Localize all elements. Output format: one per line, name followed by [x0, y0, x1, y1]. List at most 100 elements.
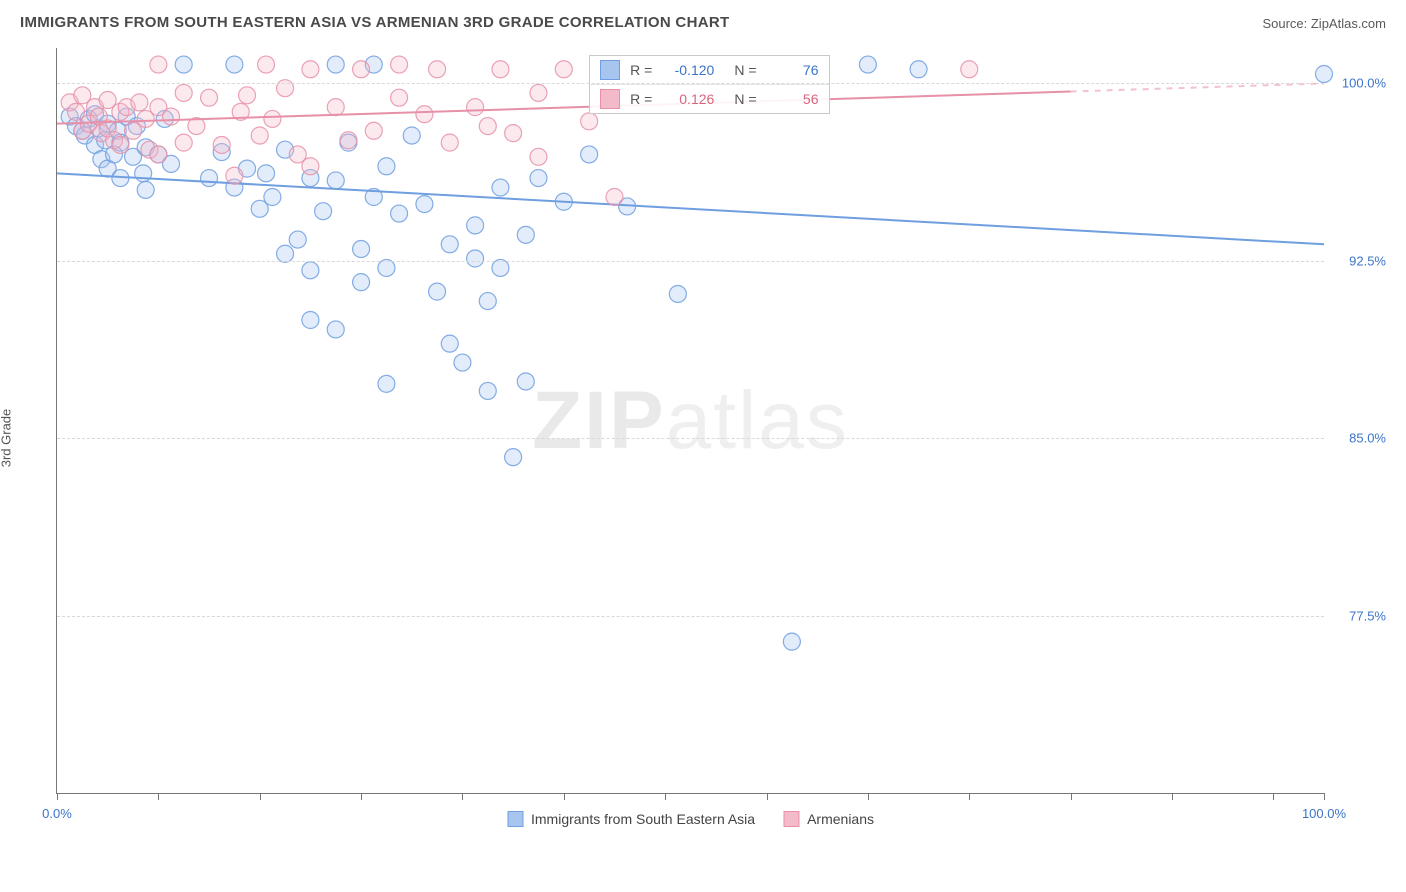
- data-point-sea: [441, 335, 458, 352]
- x-tick: [158, 793, 159, 800]
- x-tick-label: 0.0%: [42, 806, 72, 821]
- data-point-arm: [175, 134, 192, 151]
- data-point-arm: [175, 84, 192, 101]
- chart-header: IMMIGRANTS FROM SOUTH EASTERN ASIA VS AR…: [0, 0, 1406, 37]
- data-point-sea: [391, 205, 408, 222]
- data-point-arm: [555, 61, 572, 78]
- data-point-arm: [264, 110, 281, 127]
- data-point-arm: [277, 80, 294, 97]
- data-point-arm: [441, 134, 458, 151]
- data-point-sea: [137, 181, 154, 198]
- gridline-h: [57, 261, 1324, 262]
- data-point-sea: [315, 203, 332, 220]
- x-tick: [1071, 793, 1072, 800]
- data-point-arm: [239, 87, 256, 104]
- data-point-sea: [517, 373, 534, 390]
- correlation-legend: R =-0.120N =76R =0.126N =56: [589, 55, 829, 114]
- data-point-sea: [289, 231, 306, 248]
- data-point-arm: [530, 148, 547, 165]
- legend-label-arm: Armenians: [807, 811, 874, 827]
- data-point-sea: [403, 127, 420, 144]
- data-point-sea: [492, 259, 509, 276]
- data-point-sea: [669, 285, 686, 302]
- data-point-sea: [581, 146, 598, 163]
- data-point-arm: [150, 146, 167, 163]
- x-tick: [462, 793, 463, 800]
- chart-title: IMMIGRANTS FROM SOUTH EASTERN ASIA VS AR…: [20, 14, 729, 31]
- data-point-arm: [201, 89, 218, 106]
- data-point-sea: [378, 259, 395, 276]
- x-tick: [1324, 793, 1325, 800]
- data-point-sea: [327, 172, 344, 189]
- data-point-arm: [391, 89, 408, 106]
- data-point-arm: [961, 61, 978, 78]
- gridline-h: [57, 83, 1324, 84]
- corr-n-val-sea: 76: [767, 62, 819, 78]
- plot-area: ZIPatlas R =-0.120N =76R =0.126N =56 Imm…: [56, 48, 1324, 794]
- data-point-sea: [201, 170, 218, 187]
- data-point-arm: [226, 167, 243, 184]
- data-point-arm: [327, 99, 344, 116]
- data-point-sea: [277, 245, 294, 262]
- data-point-arm: [163, 108, 180, 125]
- data-point-arm: [391, 56, 408, 73]
- data-point-sea: [530, 170, 547, 187]
- data-point-arm: [251, 127, 268, 144]
- corr-r-key: R =: [628, 62, 654, 78]
- data-point-arm: [492, 61, 509, 78]
- data-point-sea: [441, 236, 458, 253]
- legend-item-sea[interactable]: Immigrants from South Eastern Asia: [507, 811, 755, 827]
- data-point-sea: [264, 189, 281, 206]
- data-point-arm: [505, 125, 522, 142]
- x-tick: [564, 793, 565, 800]
- data-point-arm: [258, 56, 275, 73]
- data-point-sea: [1316, 66, 1333, 83]
- x-tick-label: 100.0%: [1302, 806, 1346, 821]
- data-point-sea: [226, 56, 243, 73]
- data-point-arm: [302, 158, 319, 175]
- data-point-arm: [112, 136, 129, 153]
- chart-source: Source: ZipAtlas.com: [1262, 16, 1386, 31]
- data-point-arm: [353, 61, 370, 78]
- y-tick-label: 92.5%: [1349, 253, 1386, 268]
- x-tick: [361, 793, 362, 800]
- y-tick-label: 100.0%: [1342, 76, 1386, 91]
- data-point-arm: [340, 132, 357, 149]
- source-prefix: Source:: [1262, 16, 1310, 31]
- x-tick: [1172, 793, 1173, 800]
- data-point-sea: [454, 354, 471, 371]
- series-legend: Immigrants from South Eastern Asia Armeni…: [507, 811, 874, 827]
- x-tick: [868, 793, 869, 800]
- corr-r-key: R =: [628, 91, 654, 107]
- data-point-arm: [131, 94, 148, 111]
- x-tick: [665, 793, 666, 800]
- data-point-arm: [213, 136, 230, 153]
- plot-wrapper: 3rd Grade ZIPatlas R =-0.120N =76R =0.12…: [46, 48, 1386, 828]
- data-point-sea: [517, 226, 534, 243]
- data-point-sea: [783, 633, 800, 650]
- data-point-arm: [365, 122, 382, 139]
- data-point-arm: [150, 56, 167, 73]
- data-point-arm: [302, 61, 319, 78]
- data-point-sea: [429, 283, 446, 300]
- legend-swatch-arm: [600, 89, 620, 109]
- data-point-sea: [353, 241, 370, 258]
- data-point-sea: [353, 274, 370, 291]
- legend-item-arm[interactable]: Armenians: [783, 811, 874, 827]
- corr-r-val-arm: 0.126: [662, 91, 714, 107]
- corr-legend-row-arm: R =0.126N =56: [590, 85, 828, 113]
- gridline-h: [57, 438, 1324, 439]
- corr-r-val-sea: -0.120: [662, 62, 714, 78]
- y-tick-label: 77.5%: [1349, 608, 1386, 623]
- x-tick: [260, 793, 261, 800]
- trendline-sea: [57, 173, 1324, 244]
- data-point-sea: [302, 262, 319, 279]
- data-point-arm: [429, 61, 446, 78]
- data-point-arm: [416, 106, 433, 123]
- source-link[interactable]: ZipAtlas.com: [1311, 16, 1386, 31]
- trendline-ext-arm: [1071, 83, 1324, 91]
- x-tick: [57, 793, 58, 800]
- corr-n-key: N =: [732, 62, 758, 78]
- data-point-sea: [479, 293, 496, 310]
- data-point-sea: [492, 179, 509, 196]
